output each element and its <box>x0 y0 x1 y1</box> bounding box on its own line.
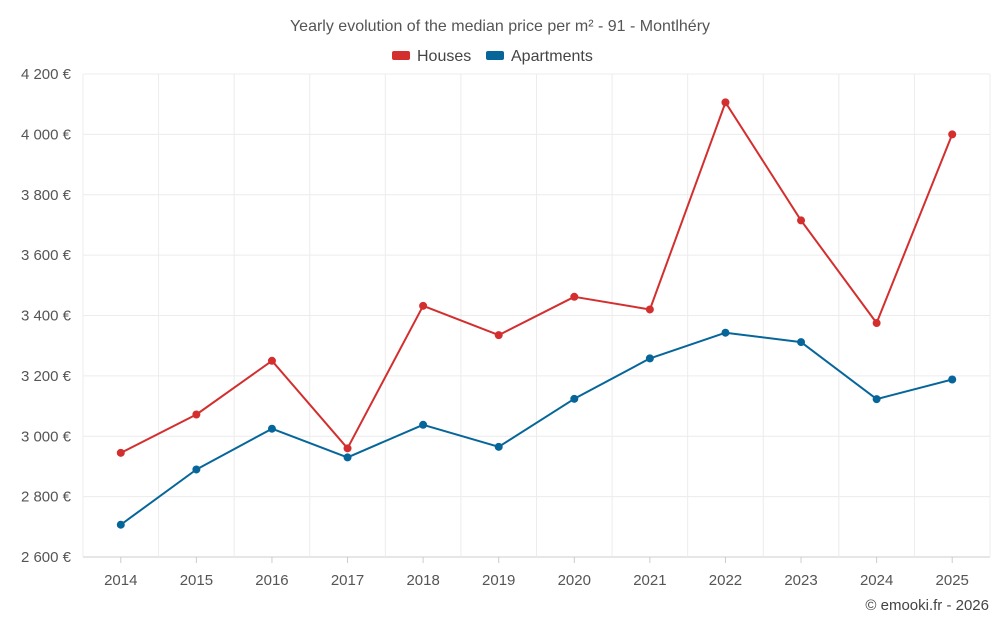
series-line-apartments <box>120 331 953 526</box>
data-point-apartments[interactable] <box>872 395 881 404</box>
y-tick-label: 3 800 € <box>21 187 72 204</box>
data-point-houses[interactable] <box>645 305 654 314</box>
x-tick-label: 2018 <box>406 572 439 589</box>
legend-label-apartments[interactable]: Apartments <box>511 48 593 65</box>
legend-label-houses[interactable]: Houses <box>417 48 471 65</box>
data-point-apartments[interactable] <box>645 354 654 363</box>
legend: Houses Apartments <box>392 48 593 65</box>
data-point-houses[interactable] <box>419 301 428 310</box>
x-tick-label: 2025 <box>936 572 969 589</box>
series-line-houses <box>120 101 954 454</box>
data-point-houses[interactable] <box>948 130 957 139</box>
y-tick-label: 4 000 € <box>21 126 72 143</box>
data-point-houses[interactable] <box>797 216 806 225</box>
x-tick-label: 2019 <box>482 572 515 589</box>
x-tick-label: 2014 <box>104 572 137 589</box>
x-tick-label: 2020 <box>558 572 591 589</box>
y-tick-label: 2 800 € <box>21 489 72 506</box>
x-tick-label: 2022 <box>709 572 742 589</box>
data-point-apartments[interactable] <box>797 338 806 347</box>
data-point-apartments[interactable] <box>419 420 428 429</box>
y-tick-label: 3 200 € <box>21 368 72 385</box>
x-tick-label: 2017 <box>331 572 364 589</box>
x-tick-label: 2015 <box>180 572 213 589</box>
data-point-apartments[interactable] <box>570 394 579 403</box>
x-axis: 2014 2015 2016 2017 2018 2019 2020 2021 2022 2023… <box>104 557 969 589</box>
data-point-houses[interactable] <box>721 98 730 107</box>
data-point-apartments[interactable] <box>267 424 276 433</box>
grid <box>82 73 991 558</box>
x-tick-label: 2016 <box>255 572 288 589</box>
legend-swatch-houses <box>392 51 410 60</box>
data-point-houses[interactable] <box>872 319 881 328</box>
y-tick-label: 3 000 € <box>21 428 72 445</box>
data-point-houses[interactable] <box>116 448 125 457</box>
data-point-apartments[interactable] <box>116 520 125 529</box>
series-layer <box>116 98 957 529</box>
x-tick-label: 2024 <box>860 572 893 589</box>
data-point-houses[interactable] <box>192 410 201 419</box>
data-point-houses[interactable] <box>267 356 276 365</box>
data-point-apartments[interactable] <box>948 375 957 384</box>
y-tick-label: 2 600 € <box>21 549 72 566</box>
data-point-houses[interactable] <box>494 331 503 340</box>
y-tick-label: 3 400 € <box>21 308 72 325</box>
chart-title: Yearly evolution of the median price per… <box>290 18 710 35</box>
y-axis: 2 600 € 2 800 € 3 000 € 3 200 € 3 400 € 3 600… <box>21 66 72 566</box>
data-point-apartments[interactable] <box>721 328 730 337</box>
x-tick-label: 2023 <box>784 572 817 589</box>
data-point-houses[interactable] <box>343 444 352 453</box>
legend-swatch-apartments <box>486 51 504 60</box>
y-tick-label: 3 600 € <box>21 247 72 264</box>
data-point-apartments[interactable] <box>494 442 503 451</box>
data-point-apartments[interactable] <box>192 465 201 474</box>
x-tick-label: 2021 <box>633 572 666 589</box>
data-point-apartments[interactable] <box>343 453 352 462</box>
data-point-houses[interactable] <box>570 292 579 301</box>
y-tick-label: 4 200 € <box>21 66 72 83</box>
credit-text: © emooki.fr - 2026 <box>865 597 989 614</box>
